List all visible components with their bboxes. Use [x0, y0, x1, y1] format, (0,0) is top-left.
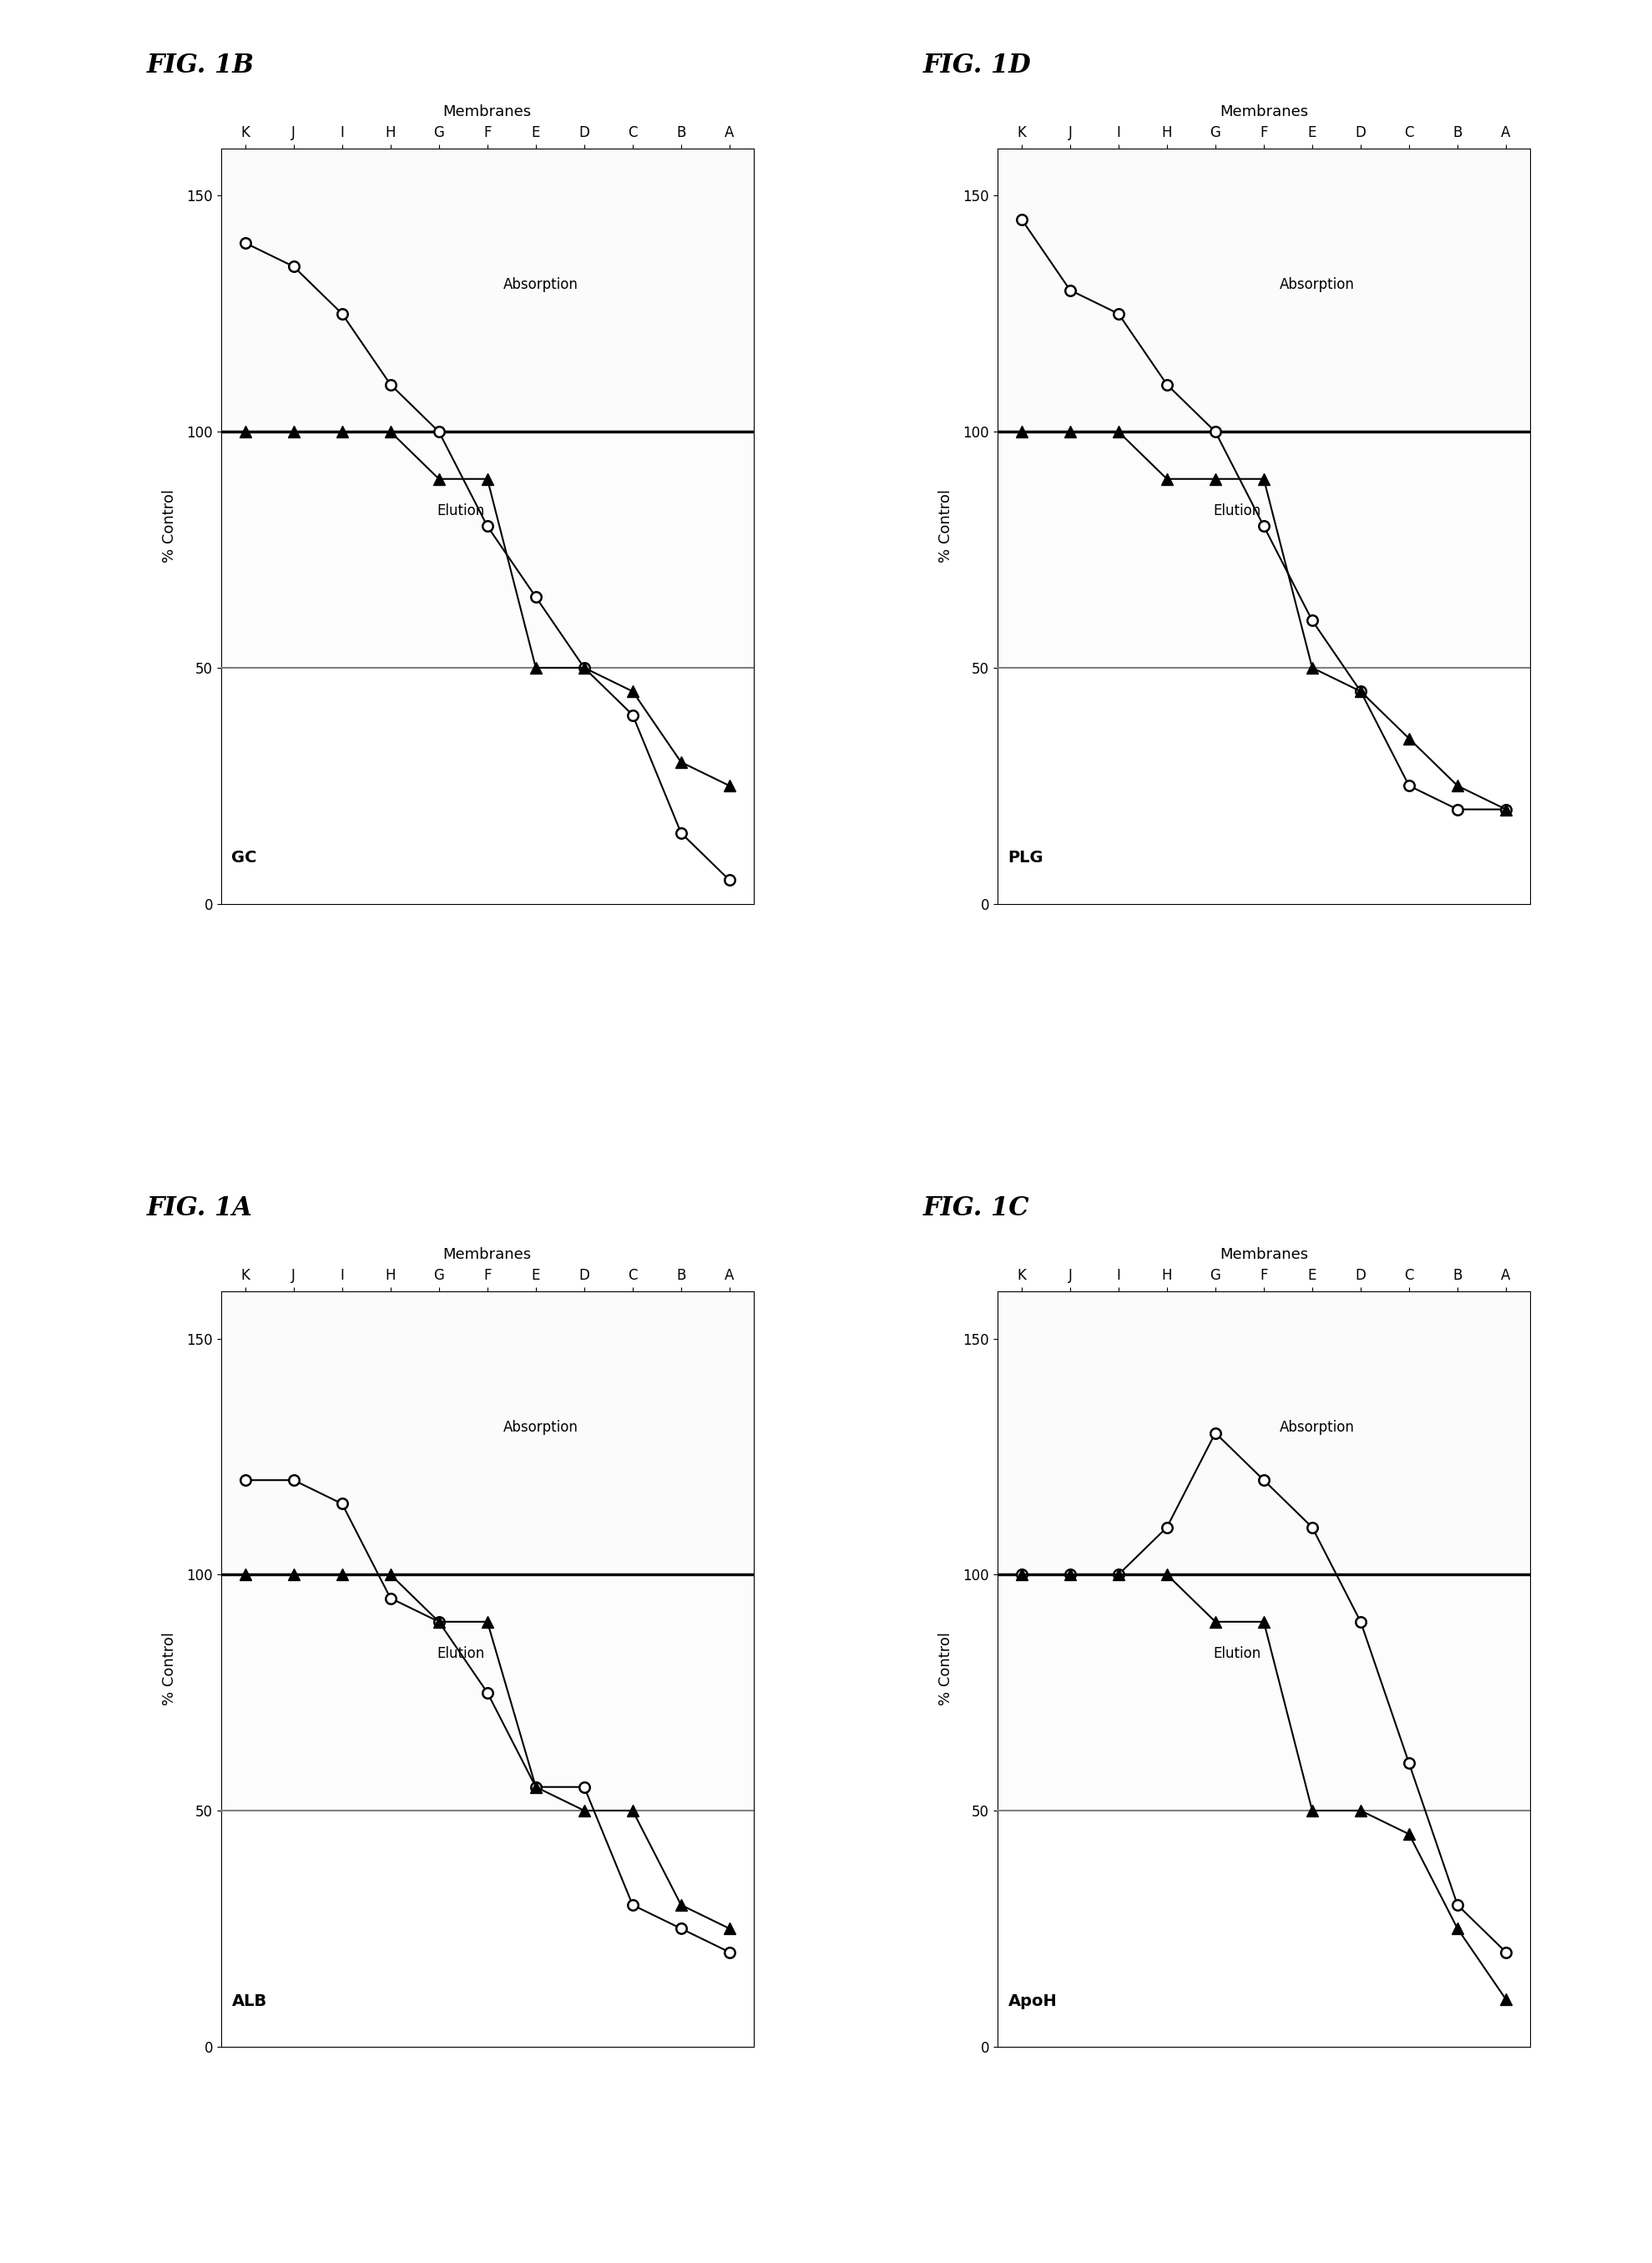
Bar [221, 1292, 753, 1575]
X-axis label: Membranes: Membranes [1219, 1247, 1308, 1263]
Bar [998, 149, 1530, 432]
Y-axis label: % Control: % Control [938, 1632, 953, 1706]
Bar [998, 1575, 1530, 1810]
Text: ApoH: ApoH [1008, 1994, 1057, 2010]
X-axis label: Membranes: Membranes [443, 104, 532, 120]
Text: FIG. 1A: FIG. 1A [147, 1195, 253, 1222]
Text: Elution: Elution [1213, 1647, 1260, 1661]
Text: FIG. 1B: FIG. 1B [147, 52, 254, 79]
X-axis label: Membranes: Membranes [1219, 104, 1308, 120]
Bar [221, 432, 753, 668]
Text: Absorption: Absorption [1280, 1419, 1355, 1435]
Text: PLG: PLG [1008, 851, 1044, 867]
Text: FIG. 1D: FIG. 1D [923, 52, 1031, 79]
Text: Elution: Elution [436, 1647, 484, 1661]
Bar [221, 1575, 753, 1810]
Y-axis label: % Control: % Control [162, 489, 177, 563]
Text: Elution: Elution [436, 505, 484, 518]
Bar [221, 149, 753, 432]
Text: FIG. 1C: FIG. 1C [923, 1195, 1029, 1222]
X-axis label: Membranes: Membranes [443, 1247, 532, 1263]
Text: Absorption: Absorption [1280, 276, 1355, 292]
Text: Elution: Elution [1213, 505, 1260, 518]
Text: GC: GC [231, 851, 258, 867]
Text: ALB: ALB [231, 1994, 268, 2010]
Y-axis label: % Control: % Control [162, 1632, 177, 1706]
Y-axis label: % Control: % Control [938, 489, 953, 563]
Bar [998, 432, 1530, 668]
Text: Absorption: Absorption [504, 276, 578, 292]
Text: Absorption: Absorption [504, 1419, 578, 1435]
Bar [998, 1292, 1530, 1575]
